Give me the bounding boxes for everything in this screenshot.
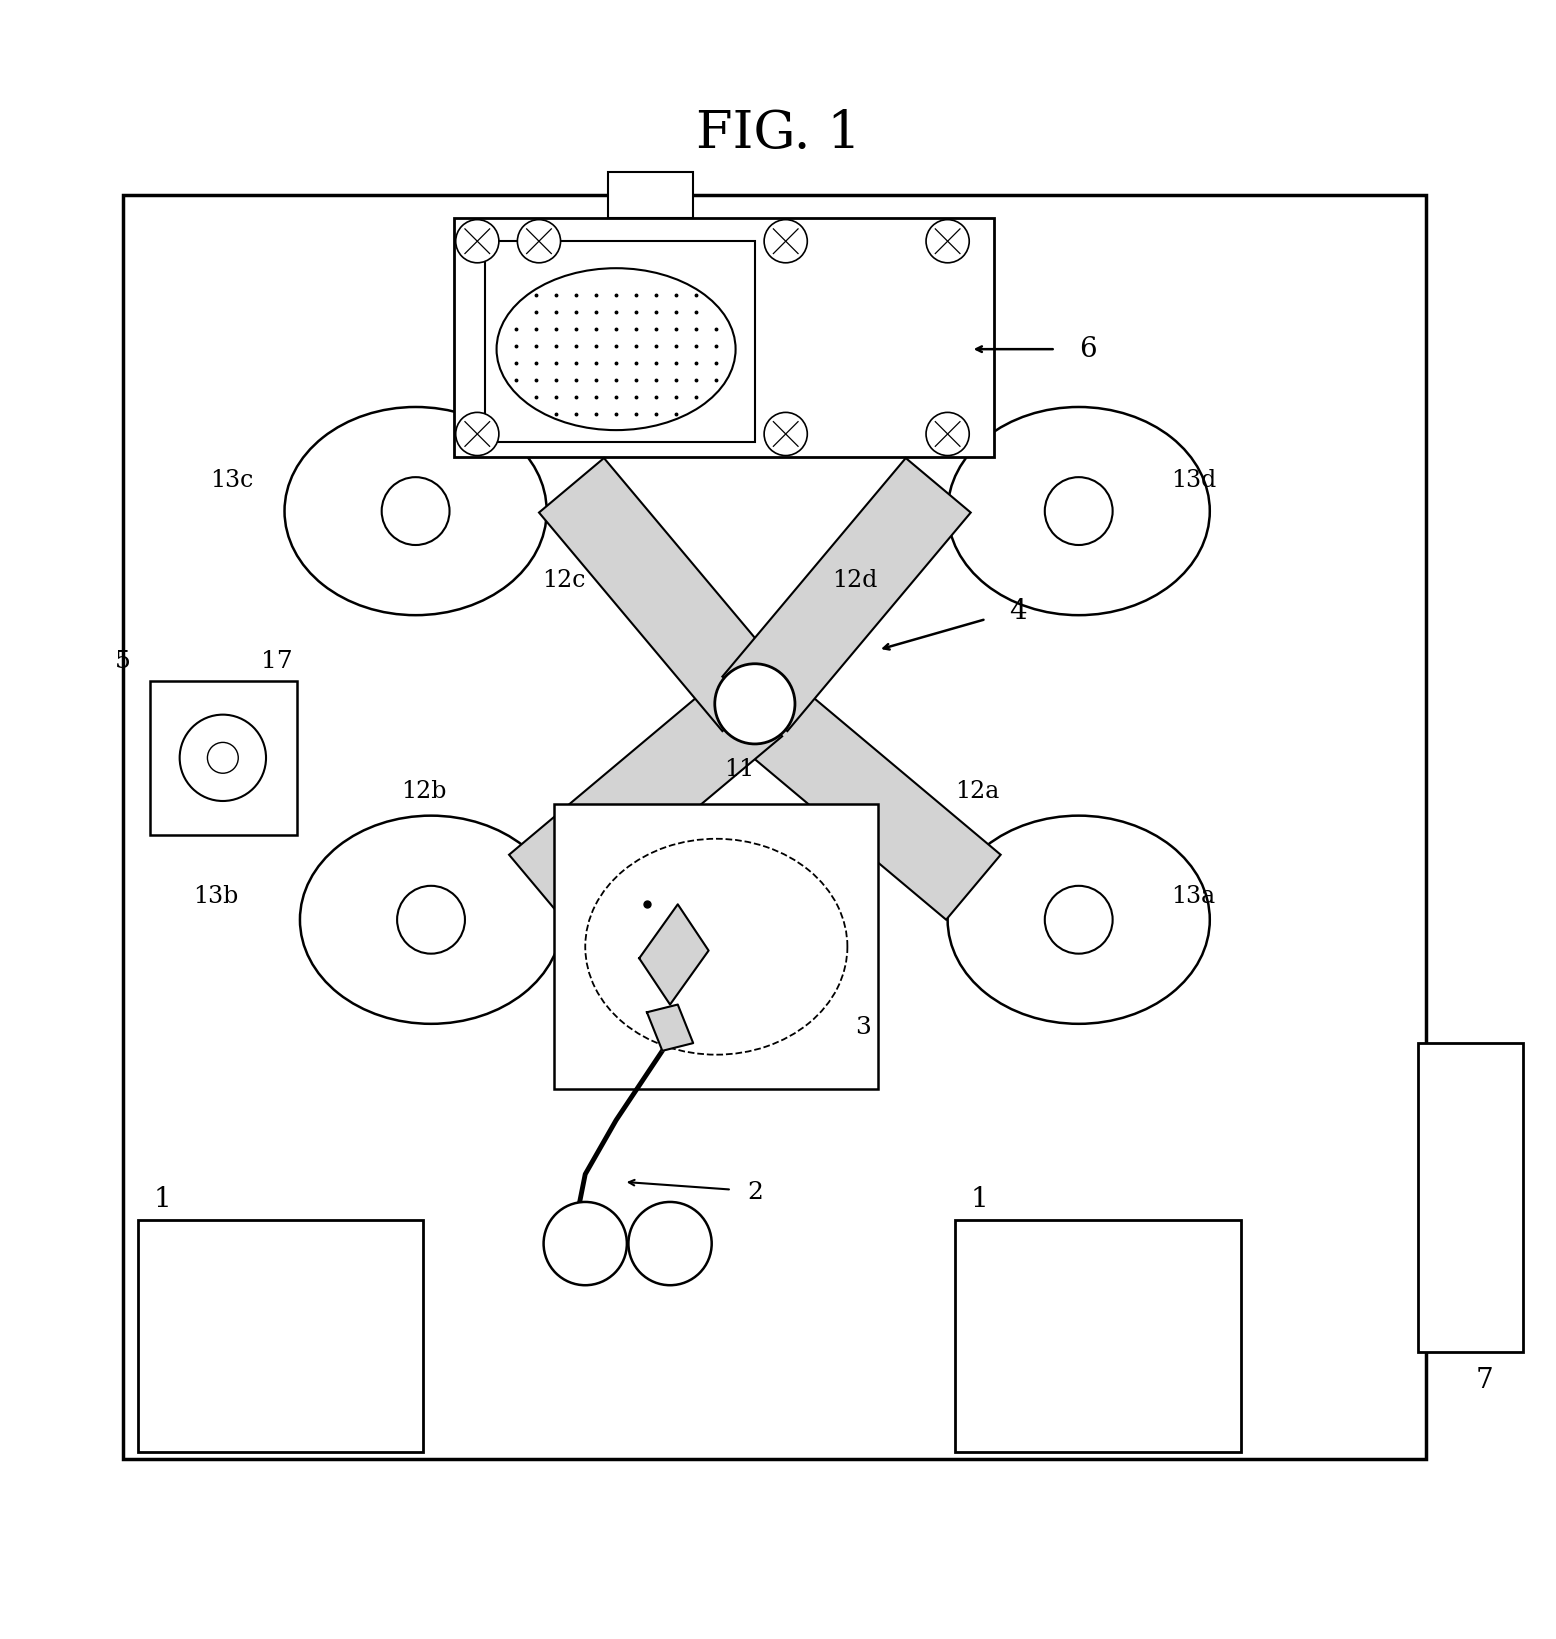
Text: 5: 5 — [115, 651, 131, 674]
Circle shape — [764, 220, 808, 262]
Bar — [608, 172, 692, 218]
Text: 3: 3 — [856, 1016, 871, 1039]
Ellipse shape — [300, 816, 562, 1024]
Bar — [554, 805, 878, 1090]
Text: 1: 1 — [971, 1185, 988, 1213]
Circle shape — [456, 413, 499, 456]
Bar — [485, 241, 755, 441]
Text: 13a: 13a — [1172, 885, 1215, 908]
Bar — [123, 195, 1425, 1459]
Bar — [151, 680, 297, 834]
Circle shape — [397, 885, 465, 954]
Ellipse shape — [948, 816, 1211, 1024]
Ellipse shape — [496, 269, 736, 429]
Text: 11: 11 — [725, 757, 755, 780]
Circle shape — [926, 413, 969, 456]
Text: 4: 4 — [1010, 598, 1027, 624]
Circle shape — [714, 664, 795, 744]
Text: 2: 2 — [747, 1182, 762, 1205]
FancyArrow shape — [728, 672, 1001, 919]
Text: 7: 7 — [1475, 1367, 1494, 1393]
Text: 12d: 12d — [832, 569, 878, 592]
Polygon shape — [640, 905, 708, 1005]
Ellipse shape — [285, 406, 546, 615]
Circle shape — [456, 220, 499, 262]
FancyArrow shape — [722, 457, 971, 731]
Bar — [138, 1221, 423, 1452]
Text: FIG. 1: FIG. 1 — [696, 108, 860, 159]
Text: 17: 17 — [261, 651, 293, 674]
Circle shape — [926, 220, 969, 262]
FancyArrow shape — [509, 672, 783, 919]
Circle shape — [543, 1201, 627, 1285]
Circle shape — [179, 715, 266, 801]
Circle shape — [518, 220, 560, 262]
Bar — [955, 1221, 1240, 1452]
Text: 12b: 12b — [401, 780, 447, 803]
Circle shape — [1044, 885, 1113, 954]
Circle shape — [764, 413, 808, 456]
Text: 13d: 13d — [1172, 469, 1217, 492]
Ellipse shape — [948, 406, 1211, 615]
Circle shape — [207, 742, 238, 774]
Text: 12a: 12a — [955, 780, 999, 803]
Bar — [1418, 1042, 1523, 1352]
Text: 13b: 13b — [193, 885, 238, 908]
Polygon shape — [647, 1005, 692, 1051]
Text: 13c: 13c — [210, 469, 254, 492]
Text: 12c: 12c — [541, 569, 585, 592]
Circle shape — [381, 477, 450, 546]
Text: 1: 1 — [154, 1185, 171, 1213]
Text: 6: 6 — [1078, 336, 1097, 362]
Circle shape — [1044, 477, 1113, 546]
Bar — [454, 218, 994, 457]
FancyArrow shape — [538, 457, 787, 731]
Circle shape — [629, 1201, 711, 1285]
